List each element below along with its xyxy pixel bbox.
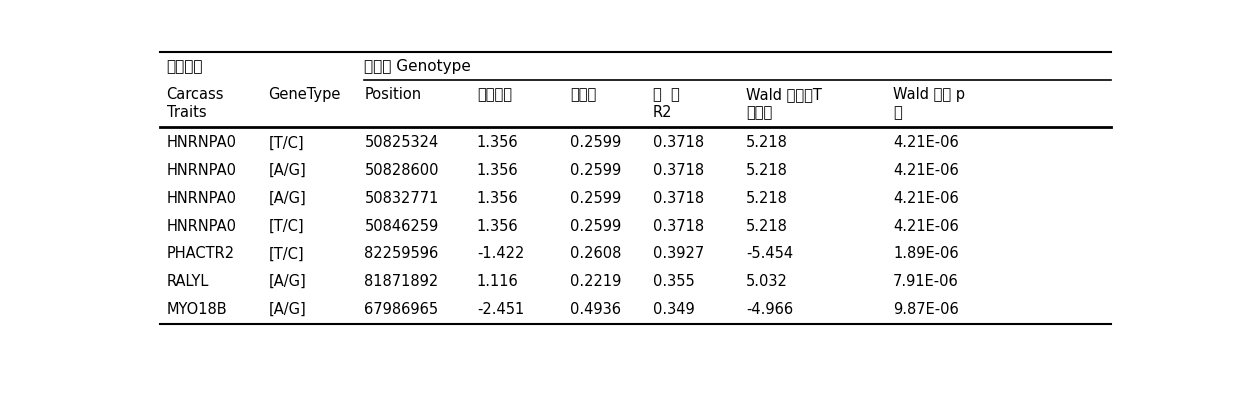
Text: Traits: Traits xyxy=(166,105,206,120)
Text: 1.356: 1.356 xyxy=(477,219,518,234)
Text: 1.116: 1.116 xyxy=(477,274,518,289)
Text: -5.454: -5.454 xyxy=(746,246,794,261)
Text: HNRNPA0: HNRNPA0 xyxy=(166,219,237,234)
Text: 5.218: 5.218 xyxy=(746,191,787,206)
Text: GeneType: GeneType xyxy=(268,87,341,102)
Text: 0.4936: 0.4936 xyxy=(570,302,621,317)
Text: [T/C]: [T/C] xyxy=(268,246,304,261)
Text: [A/G]: [A/G] xyxy=(268,274,306,289)
Text: 0.2599: 0.2599 xyxy=(570,219,621,234)
Text: 0.2599: 0.2599 xyxy=(570,135,621,150)
Text: 0.3718: 0.3718 xyxy=(652,219,704,234)
Text: 67986965: 67986965 xyxy=(365,302,439,317)
Text: 回  归: 回 归 xyxy=(652,87,680,102)
Text: 基因型 Genotype: 基因型 Genotype xyxy=(365,59,471,74)
Text: 5.218: 5.218 xyxy=(746,163,787,178)
Text: 50825324: 50825324 xyxy=(365,135,439,150)
Text: 5.218: 5.218 xyxy=(746,135,787,150)
Text: 5.218: 5.218 xyxy=(746,219,787,234)
Text: 0.2599: 0.2599 xyxy=(570,191,621,206)
Text: 4.21E-06: 4.21E-06 xyxy=(893,135,959,150)
Text: [A/G]: [A/G] xyxy=(268,302,306,317)
Text: 1.356: 1.356 xyxy=(477,135,518,150)
Text: Wald 检验（T: Wald 检验（T xyxy=(746,87,822,102)
Text: 分布）: 分布） xyxy=(746,105,773,120)
Text: MYO18B: MYO18B xyxy=(166,302,227,317)
Text: 9.87E-06: 9.87E-06 xyxy=(893,302,959,317)
Text: -2.451: -2.451 xyxy=(477,302,525,317)
Text: -1.422: -1.422 xyxy=(477,246,525,261)
Text: PHACTR2: PHACTR2 xyxy=(166,246,234,261)
Text: HNRNPA0: HNRNPA0 xyxy=(166,191,237,206)
Text: 4.21E-06: 4.21E-06 xyxy=(893,191,959,206)
Text: 1.89E-06: 1.89E-06 xyxy=(893,246,959,261)
Text: 50828600: 50828600 xyxy=(365,163,439,178)
Text: 4.21E-06: 4.21E-06 xyxy=(893,219,959,234)
Text: 0.3718: 0.3718 xyxy=(652,191,704,206)
Text: 0.2608: 0.2608 xyxy=(570,246,621,261)
Text: R2: R2 xyxy=(652,105,672,120)
Text: HNRNPA0: HNRNPA0 xyxy=(166,135,237,150)
Text: 0.3927: 0.3927 xyxy=(652,246,704,261)
Text: 5.032: 5.032 xyxy=(746,274,787,289)
Text: 0.2219: 0.2219 xyxy=(570,274,621,289)
Text: 0.3718: 0.3718 xyxy=(652,163,704,178)
Text: 0.349: 0.349 xyxy=(652,302,694,317)
Text: 0.2599: 0.2599 xyxy=(570,163,621,178)
Text: 82259596: 82259596 xyxy=(365,246,439,261)
Text: 0.355: 0.355 xyxy=(652,274,694,289)
Text: 标准差: 标准差 xyxy=(570,87,596,102)
Text: [A/G]: [A/G] xyxy=(268,191,306,206)
Text: Wald 检验 p: Wald 检验 p xyxy=(893,87,965,102)
Text: 值: 值 xyxy=(893,105,901,120)
Text: 回归系数: 回归系数 xyxy=(477,87,512,102)
Text: 4.21E-06: 4.21E-06 xyxy=(893,163,959,178)
Text: 1.356: 1.356 xyxy=(477,191,518,206)
Text: RALYL: RALYL xyxy=(166,274,208,289)
Text: [T/C]: [T/C] xyxy=(268,219,304,234)
Text: [A/G]: [A/G] xyxy=(268,163,306,178)
Text: 50832771: 50832771 xyxy=(365,191,439,206)
Text: 屠宰性状: 屠宰性状 xyxy=(166,59,203,74)
Text: [T/C]: [T/C] xyxy=(268,135,304,150)
Text: -4.966: -4.966 xyxy=(746,302,794,317)
Text: 50846259: 50846259 xyxy=(365,219,439,234)
Text: 1.356: 1.356 xyxy=(477,163,518,178)
Text: 81871892: 81871892 xyxy=(365,274,439,289)
Text: 7.91E-06: 7.91E-06 xyxy=(893,274,959,289)
Text: Carcass: Carcass xyxy=(166,87,224,102)
Text: 0.3718: 0.3718 xyxy=(652,135,704,150)
Text: Position: Position xyxy=(365,87,422,102)
Text: HNRNPA0: HNRNPA0 xyxy=(166,163,237,178)
